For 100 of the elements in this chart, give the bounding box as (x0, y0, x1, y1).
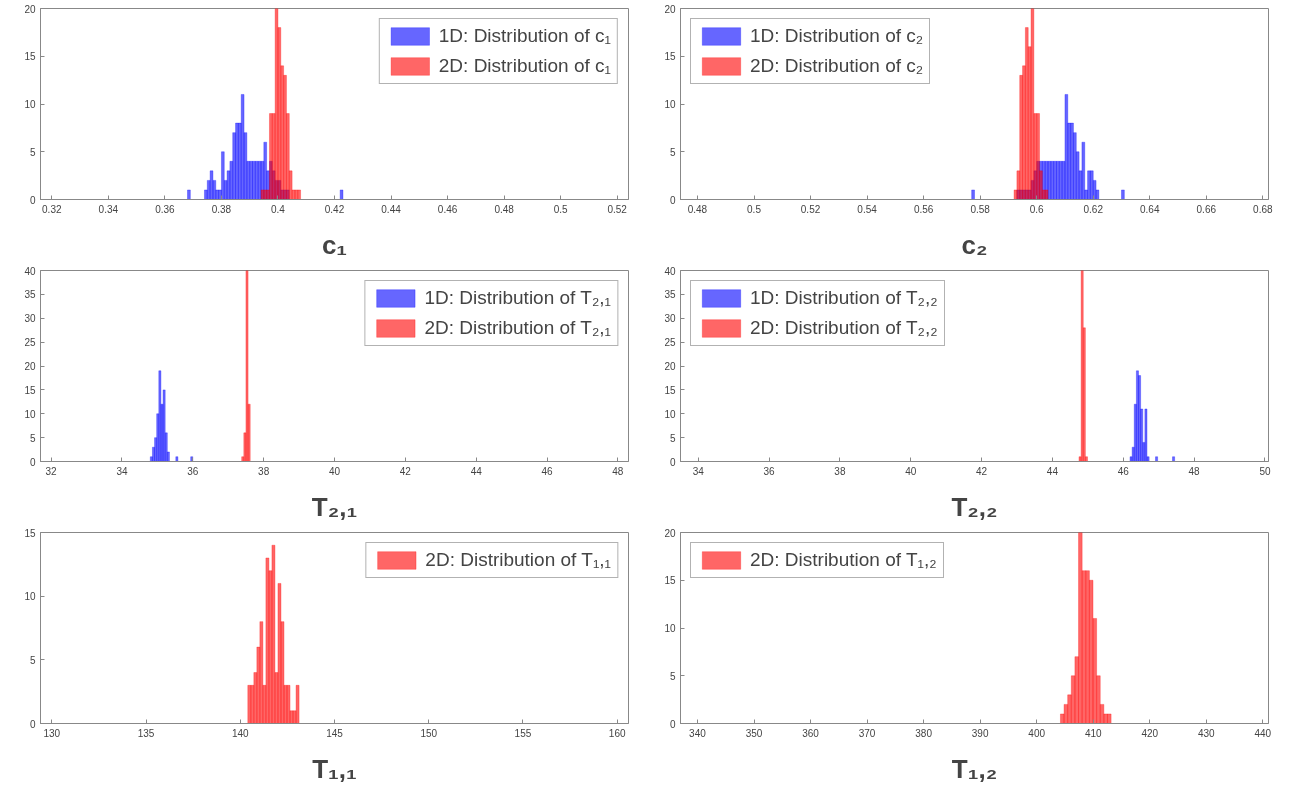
x-tick-label: 38 (258, 465, 270, 477)
x-tick-label: 145 (326, 727, 344, 739)
y-tick-label: 25 (24, 337, 36, 349)
y-tick-label: 40 (24, 265, 36, 277)
x-tick-label: 34 (116, 465, 128, 477)
x-tick-label: 0.32 (42, 203, 62, 215)
x-tick-label: 0.4 (271, 203, 286, 215)
x-tick-label: 42 (399, 465, 412, 477)
x-tick-label: 390 (971, 727, 989, 739)
y-tick-label: 15 (664, 575, 676, 587)
x-tick-label: 160 (608, 727, 626, 739)
y-tick-label: 10 (24, 99, 36, 110)
x-tick-label: 38 (834, 465, 846, 477)
x-tick-label: 46 (1117, 465, 1130, 477)
x-tick-label: 0.36 (155, 203, 176, 215)
y-tick-label: 15 (24, 384, 36, 396)
x-tick-label: 0.68 (1253, 203, 1274, 215)
x-tick-label: 34 (692, 465, 705, 477)
y-tick-label: 35 (24, 289, 36, 301)
x-tick-label: 48 (612, 465, 624, 477)
legend-label: 2D: Distribution of c₂ (750, 55, 924, 77)
y-tick-label: 20 (24, 361, 36, 372)
x-tick-label: 36 (187, 465, 199, 477)
x-tick-label: 340 (689, 727, 707, 739)
x-tick-label: 410 (1084, 727, 1103, 739)
y-tick-label: 10 (664, 408, 676, 420)
x-axis-title: T₂,₁ (311, 491, 358, 522)
x-tick-label: 0.46 (437, 203, 458, 215)
x-axis-title: c₂ (961, 229, 988, 260)
x-tick-label: 0.62 (1083, 203, 1104, 215)
x-tick-label: 48 (1188, 465, 1201, 477)
x-tick-label: 50 (1259, 465, 1271, 477)
x-tick-label: 0.5 (747, 203, 762, 215)
y-tick-label: 10 (664, 623, 676, 634)
x-tick-label: 0.44 (381, 203, 402, 215)
y-tick-label: 25 (664, 337, 676, 349)
y-tick-label: 20 (664, 361, 676, 372)
y-tick-label: 0 (669, 718, 676, 730)
x-tick-label: 40 (328, 465, 341, 477)
x-tick-label: 0.52 (607, 203, 628, 215)
y-tick-label: 40 (664, 265, 676, 277)
legend-label: 1D: Distribution of T₂,₂ (750, 287, 938, 309)
x-tick-label: 400 (1028, 727, 1046, 739)
legend-label: 2D: Distribution of T₁,₂ (750, 549, 937, 571)
x-tick-label: 0.58 (970, 203, 991, 215)
x-tick-label: 42 (976, 465, 988, 477)
x-tick-label: 46 (541, 465, 554, 477)
x-axis-title: T₁,₁ (312, 753, 357, 784)
x-tick-label: 350 (745, 727, 763, 739)
y-tick-label: 15 (664, 384, 676, 396)
legend-label: 2D: Distribution of T₁,₁ (425, 549, 611, 571)
x-tick-label: 430 (1197, 727, 1216, 739)
y-tick-label: 10 (24, 591, 36, 603)
x-tick-label: 440 (1254, 727, 1272, 739)
x-tick-label: 0.5 (553, 203, 569, 215)
x-tick-label: 44 (470, 465, 483, 477)
x-tick-label: 44 (1046, 465, 1059, 477)
x-tick-label: 0.66 (1196, 203, 1217, 215)
y-tick-label: 0 (29, 456, 36, 468)
x-tick-label: 36 (763, 465, 776, 477)
x-tick-label: 0.48 (687, 203, 708, 215)
x-axis-title: T₂,₂ (951, 491, 998, 522)
x-tick-label: 360 (802, 727, 820, 739)
y-tick-label: 0 (669, 194, 676, 206)
legend-label: 1D: Distribution of c₂ (750, 25, 924, 47)
y-tick-label: 0 (669, 456, 676, 468)
y-tick-label: 20 (24, 3, 36, 15)
y-tick-label: 5 (29, 432, 36, 444)
x-axis-title: c₁ (321, 229, 348, 260)
legend-label: 2D: Distribution of c₁ (438, 55, 611, 77)
x-tick-label: 130 (43, 727, 61, 739)
y-tick-label: 5 (669, 432, 676, 444)
x-tick-label: 420 (1141, 727, 1159, 739)
x-tick-label: 0.48 (494, 203, 515, 215)
x-tick-label: 0.38 (211, 203, 232, 215)
y-tick-label: 20 (664, 3, 676, 15)
y-tick-label: 0 (29, 194, 36, 206)
x-tick-label: 0.52 (800, 203, 821, 215)
x-tick-label: 0.42 (324, 203, 345, 215)
x-tick-label: 155 (514, 727, 532, 739)
y-tick-label: 5 (669, 146, 676, 158)
x-tick-label: 0.56 (913, 203, 934, 215)
y-tick-label: 35 (664, 289, 676, 301)
x-tick-label: 0.34 (98, 203, 119, 215)
y-tick-label: 0 (29, 718, 36, 730)
x-tick-label: 370 (858, 727, 876, 739)
legend-label: 1D: Distribution of c₁ (438, 25, 611, 47)
x-tick-label: 32 (45, 465, 58, 477)
y-tick-label: 5 (669, 670, 676, 682)
y-tick-label: 20 (664, 527, 676, 539)
y-tick-label: 5 (29, 146, 36, 158)
y-tick-label: 10 (664, 99, 676, 110)
y-tick-label: 30 (664, 313, 676, 325)
x-axis-title: T₁,₂ (951, 753, 998, 784)
x-tick-label: 135 (137, 727, 155, 739)
x-tick-label: 0.54 (857, 203, 878, 215)
x-tick-label: 0.6 (1029, 203, 1045, 215)
y-tick-label: 15 (664, 51, 676, 63)
x-tick-label: 140 (231, 727, 250, 739)
y-tick-label: 30 (24, 313, 36, 325)
